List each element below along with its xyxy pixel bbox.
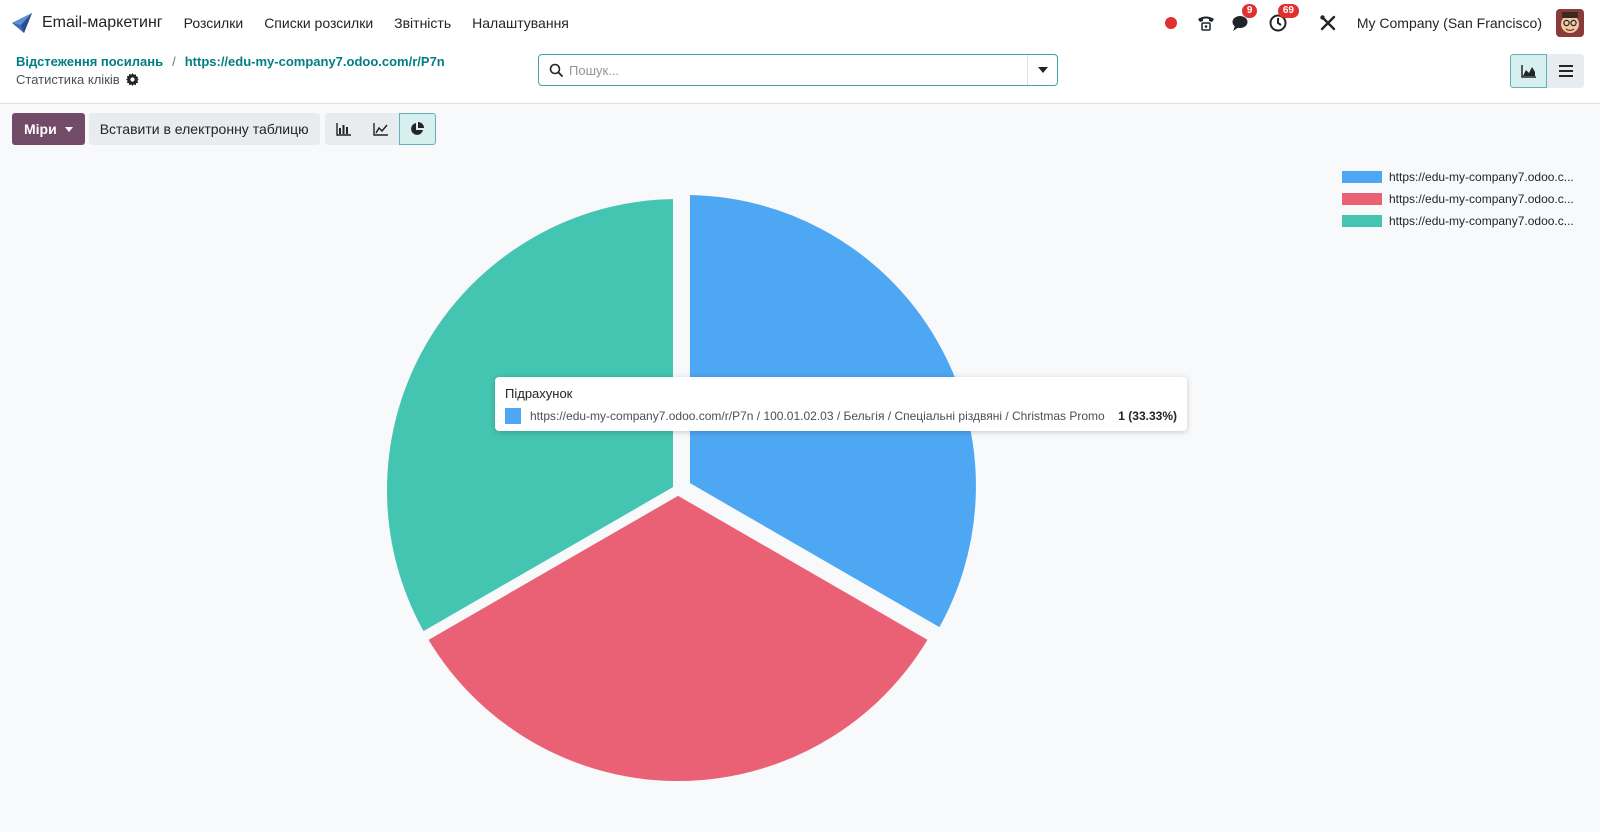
tooltip-label: https://edu-my-company7.odoo.com/r/P7n /… xyxy=(530,409,1105,423)
legend-item[interactable]: https://edu-my-company7.odoo.c... xyxy=(1342,166,1574,188)
breadcrumb-separator: / xyxy=(172,54,176,69)
control-panel: Відстеження посилань / https://edu-my-co… xyxy=(0,46,1600,104)
search-input[interactable] xyxy=(569,56,1027,84)
area-chart-icon xyxy=(1520,65,1536,78)
search-icon xyxy=(549,63,563,77)
legend-swatch xyxy=(1342,171,1382,183)
search-options-toggle[interactable] xyxy=(1027,55,1057,85)
measures-dropdown-button[interactable]: Міри xyxy=(12,113,85,145)
messages-badge: 9 xyxy=(1241,4,1258,18)
email-marketing-logo-icon xyxy=(12,13,32,33)
graph-view-button[interactable] xyxy=(1510,54,1547,88)
measures-label: Міри xyxy=(24,121,57,137)
tooltip-row: https://edu-my-company7.odoo.com/r/P7n /… xyxy=(505,408,1177,424)
menu-item-mailings[interactable]: Розсилки xyxy=(183,15,244,31)
list-view-button[interactable] xyxy=(1547,54,1584,88)
legend-label: https://edu-my-company7.odoo.c... xyxy=(1389,192,1574,206)
insert-spreadsheet-button[interactable]: Вставити в електронну таблицю xyxy=(88,113,320,145)
list-icon xyxy=(1558,65,1573,77)
app-name: Email-маркетинг xyxy=(42,14,163,31)
navbar-systray: 9 69 My Company (San Francisco) xyxy=(1164,0,1584,46)
gear-icon[interactable] xyxy=(125,73,139,86)
bar-chart-icon xyxy=(335,122,351,136)
tooltip-value: 1 (33.33%) xyxy=(1118,409,1177,423)
bar-chart-button[interactable] xyxy=(324,113,362,145)
pie-chart-button[interactable] xyxy=(398,113,436,145)
activities-clock-icon[interactable]: 69 xyxy=(1267,4,1299,34)
line-chart-icon xyxy=(372,122,388,136)
main-menu: Розсилки Списки розсилки Звітність Налаш… xyxy=(184,15,590,31)
recording-dot-icon[interactable] xyxy=(1164,17,1177,29)
pie-chart-icon xyxy=(411,122,425,135)
activities-badge: 69 xyxy=(1277,4,1299,18)
legend-swatch xyxy=(1342,215,1382,227)
page-title: Статистика кліків xyxy=(16,72,139,87)
breadcrumb: Відстеження посилань / https://edu-my-co… xyxy=(16,54,445,69)
tools-icon[interactable] xyxy=(1317,12,1339,34)
view-switcher xyxy=(1510,54,1584,88)
legend-item[interactable]: https://edu-my-company7.odoo.c... xyxy=(1342,188,1574,210)
chevron-down-icon xyxy=(1037,67,1048,73)
user-avatar[interactable] xyxy=(1556,9,1584,37)
legend-label: https://edu-my-company7.odoo.c... xyxy=(1389,214,1574,228)
breadcrumb-link-url[interactable]: https://edu-my-company7.odoo.com/r/P7n xyxy=(184,54,445,69)
app-brand[interactable]: Email-маркетинг xyxy=(10,0,163,46)
tooltip-swatch xyxy=(505,408,521,424)
tooltip-title: Підрахунок xyxy=(505,386,573,401)
chart-legend: https://edu-my-company7.odoo.c... https:… xyxy=(1342,166,1574,232)
page-title-text: Статистика кліків xyxy=(16,72,120,87)
search-bar xyxy=(538,54,1058,86)
caret-down-icon xyxy=(64,126,73,132)
menu-item-reporting[interactable]: Звітність xyxy=(394,15,452,31)
company-switcher[interactable]: My Company (San Francisco) xyxy=(1356,15,1542,31)
top-navbar: Email-маркетинг Розсилки Списки розсилки… xyxy=(0,0,1600,46)
legend-item[interactable]: https://edu-my-company7.odoo.c... xyxy=(1342,210,1574,232)
chart-type-switcher xyxy=(324,113,436,145)
menu-item-configuration[interactable]: Налаштування xyxy=(472,15,569,31)
graph-toolbar: Міри Вставити в електронну таблицю xyxy=(12,113,436,145)
breadcrumb-link-tracking[interactable]: Відстеження посилань xyxy=(16,54,164,69)
phone-icon[interactable] xyxy=(1195,12,1217,34)
legend-swatch xyxy=(1342,193,1382,205)
chart-tooltip: Підрахунок https://edu-my-company7.odoo.… xyxy=(495,377,1187,431)
messages-icon[interactable]: 9 xyxy=(1231,4,1258,34)
legend-label: https://edu-my-company7.odoo.c... xyxy=(1389,170,1574,184)
line-chart-button[interactable] xyxy=(361,113,399,145)
menu-item-mailing-lists[interactable]: Списки розсилки xyxy=(264,15,374,31)
